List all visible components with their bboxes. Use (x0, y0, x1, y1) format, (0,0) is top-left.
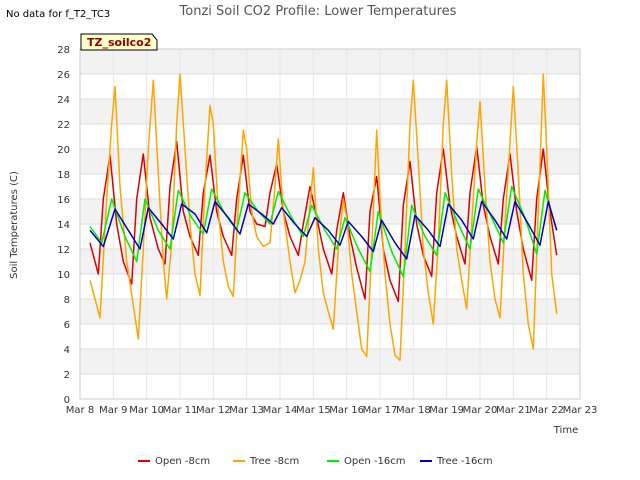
x-tick-label: Mar 20 (463, 405, 498, 416)
x-tick-label: Mar 21 (496, 405, 531, 416)
legend-label: Open -16cm (344, 456, 405, 467)
y-tick-label: 26 (57, 70, 70, 81)
x-tick-label: Mar 13 (229, 405, 264, 416)
plot-band (80, 74, 580, 99)
x-tick-label: Mar 10 (129, 405, 164, 416)
x-tick-label: Mar 23 (563, 405, 598, 416)
x-tick-label: Mar 22 (529, 405, 564, 416)
x-tick-label: Mar 17 (363, 405, 398, 416)
y-tick-label: 16 (57, 195, 70, 206)
y-tick-label: 10 (57, 270, 70, 281)
y-tick-label: 0 (64, 395, 70, 406)
y-tick-label: 4 (64, 345, 70, 356)
y-tick-label: 14 (57, 220, 70, 231)
legend-label: Tree -16cm (436, 456, 493, 467)
y-axis-label: Soil Temperatures (C) (9, 171, 20, 279)
x-axis-label: Time (553, 425, 578, 436)
badge-box (80, 33, 158, 51)
x-tick-label: Mar 15 (296, 405, 331, 416)
y-tick-label: 22 (57, 120, 70, 131)
legend-label: Tree -8cm (249, 456, 299, 467)
y-tick-label: 24 (57, 95, 70, 106)
legend: Open -8cm Tree -8cm Open -16cm Tree -16cm (138, 456, 493, 467)
plot-frame (79, 48, 581, 400)
plot-band (80, 49, 580, 74)
plot-band (80, 324, 580, 349)
plot-band (80, 274, 580, 299)
x-tick-label: Mar 16 (329, 405, 364, 416)
no-data-note: No data for f_T2_TC3 (6, 9, 110, 20)
chart-title: Tonzi Soil CO2 Profile: Lower Temperatur… (179, 4, 457, 19)
series-line (89, 200, 558, 260)
series-line (89, 73, 558, 362)
plot-band (80, 199, 580, 224)
y-tick-label: 18 (57, 170, 70, 181)
series-lines (89, 73, 558, 362)
x-tick-label: Mar 8 (66, 405, 94, 416)
x-tick-label: Mar 9 (99, 405, 127, 416)
plot-band (80, 174, 580, 199)
plot-band (80, 349, 580, 374)
badge-label: TZ_soilco2 (87, 36, 151, 49)
y-tick-label: 8 (64, 295, 70, 306)
plot-band (80, 374, 580, 399)
y-tick-label: 2 (64, 370, 70, 381)
x-tick-label: Mar 19 (429, 405, 464, 416)
series-line (89, 185, 558, 278)
x-tick-label: Mar 12 (196, 405, 231, 416)
legend-label: Open -8cm (155, 456, 210, 467)
plot-band (80, 99, 580, 124)
plot-band (80, 124, 580, 149)
plot-band (80, 299, 580, 324)
y-tick-label: 20 (57, 145, 70, 156)
series-line (89, 140, 558, 303)
y-tick-label: 28 (57, 45, 70, 56)
site-badge: TZ_soilco2 (80, 33, 158, 51)
y-tick-label: 6 (64, 320, 70, 331)
x-tick-label: Mar 18 (396, 405, 431, 416)
x-tick-label: Mar 11 (163, 405, 198, 416)
x-tick-label: Mar 14 (263, 405, 298, 416)
plot-band (80, 149, 580, 174)
y-tick-label: 12 (57, 245, 70, 256)
